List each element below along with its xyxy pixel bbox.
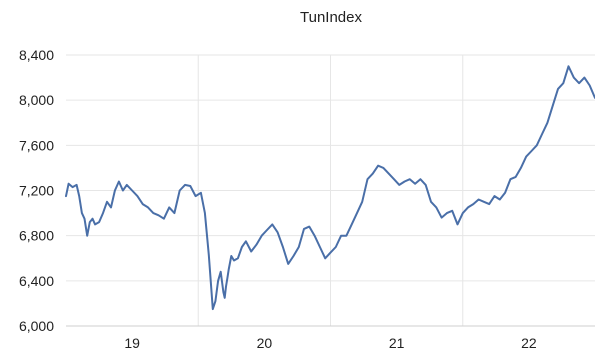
x-tick-label: 22 (521, 335, 537, 351)
y-tick-label: 6,000 (19, 318, 54, 334)
y-tick-label: 8,400 (19, 47, 54, 63)
y-tick-label: 6,400 (19, 273, 54, 289)
gridlines (66, 54, 595, 326)
series-line-0 (65, 65, 595, 311)
y-tick-label: 7,600 (19, 137, 54, 153)
y-tick-label: 8,000 (19, 92, 54, 108)
chart-title: TunIndex (300, 9, 362, 26)
series-layer (65, 65, 595, 311)
x-tick-label: 21 (389, 335, 405, 351)
y-tick-label: 6,800 (19, 228, 54, 244)
x-tick-label: 20 (257, 335, 273, 351)
y-tick-label: 7,200 (19, 183, 54, 199)
tick-labels: 6,000 6,400 6,800 7,200 7,600 8,000 8,400 19 20 2… (19, 47, 537, 351)
x-tick-label: 19 (124, 335, 140, 351)
